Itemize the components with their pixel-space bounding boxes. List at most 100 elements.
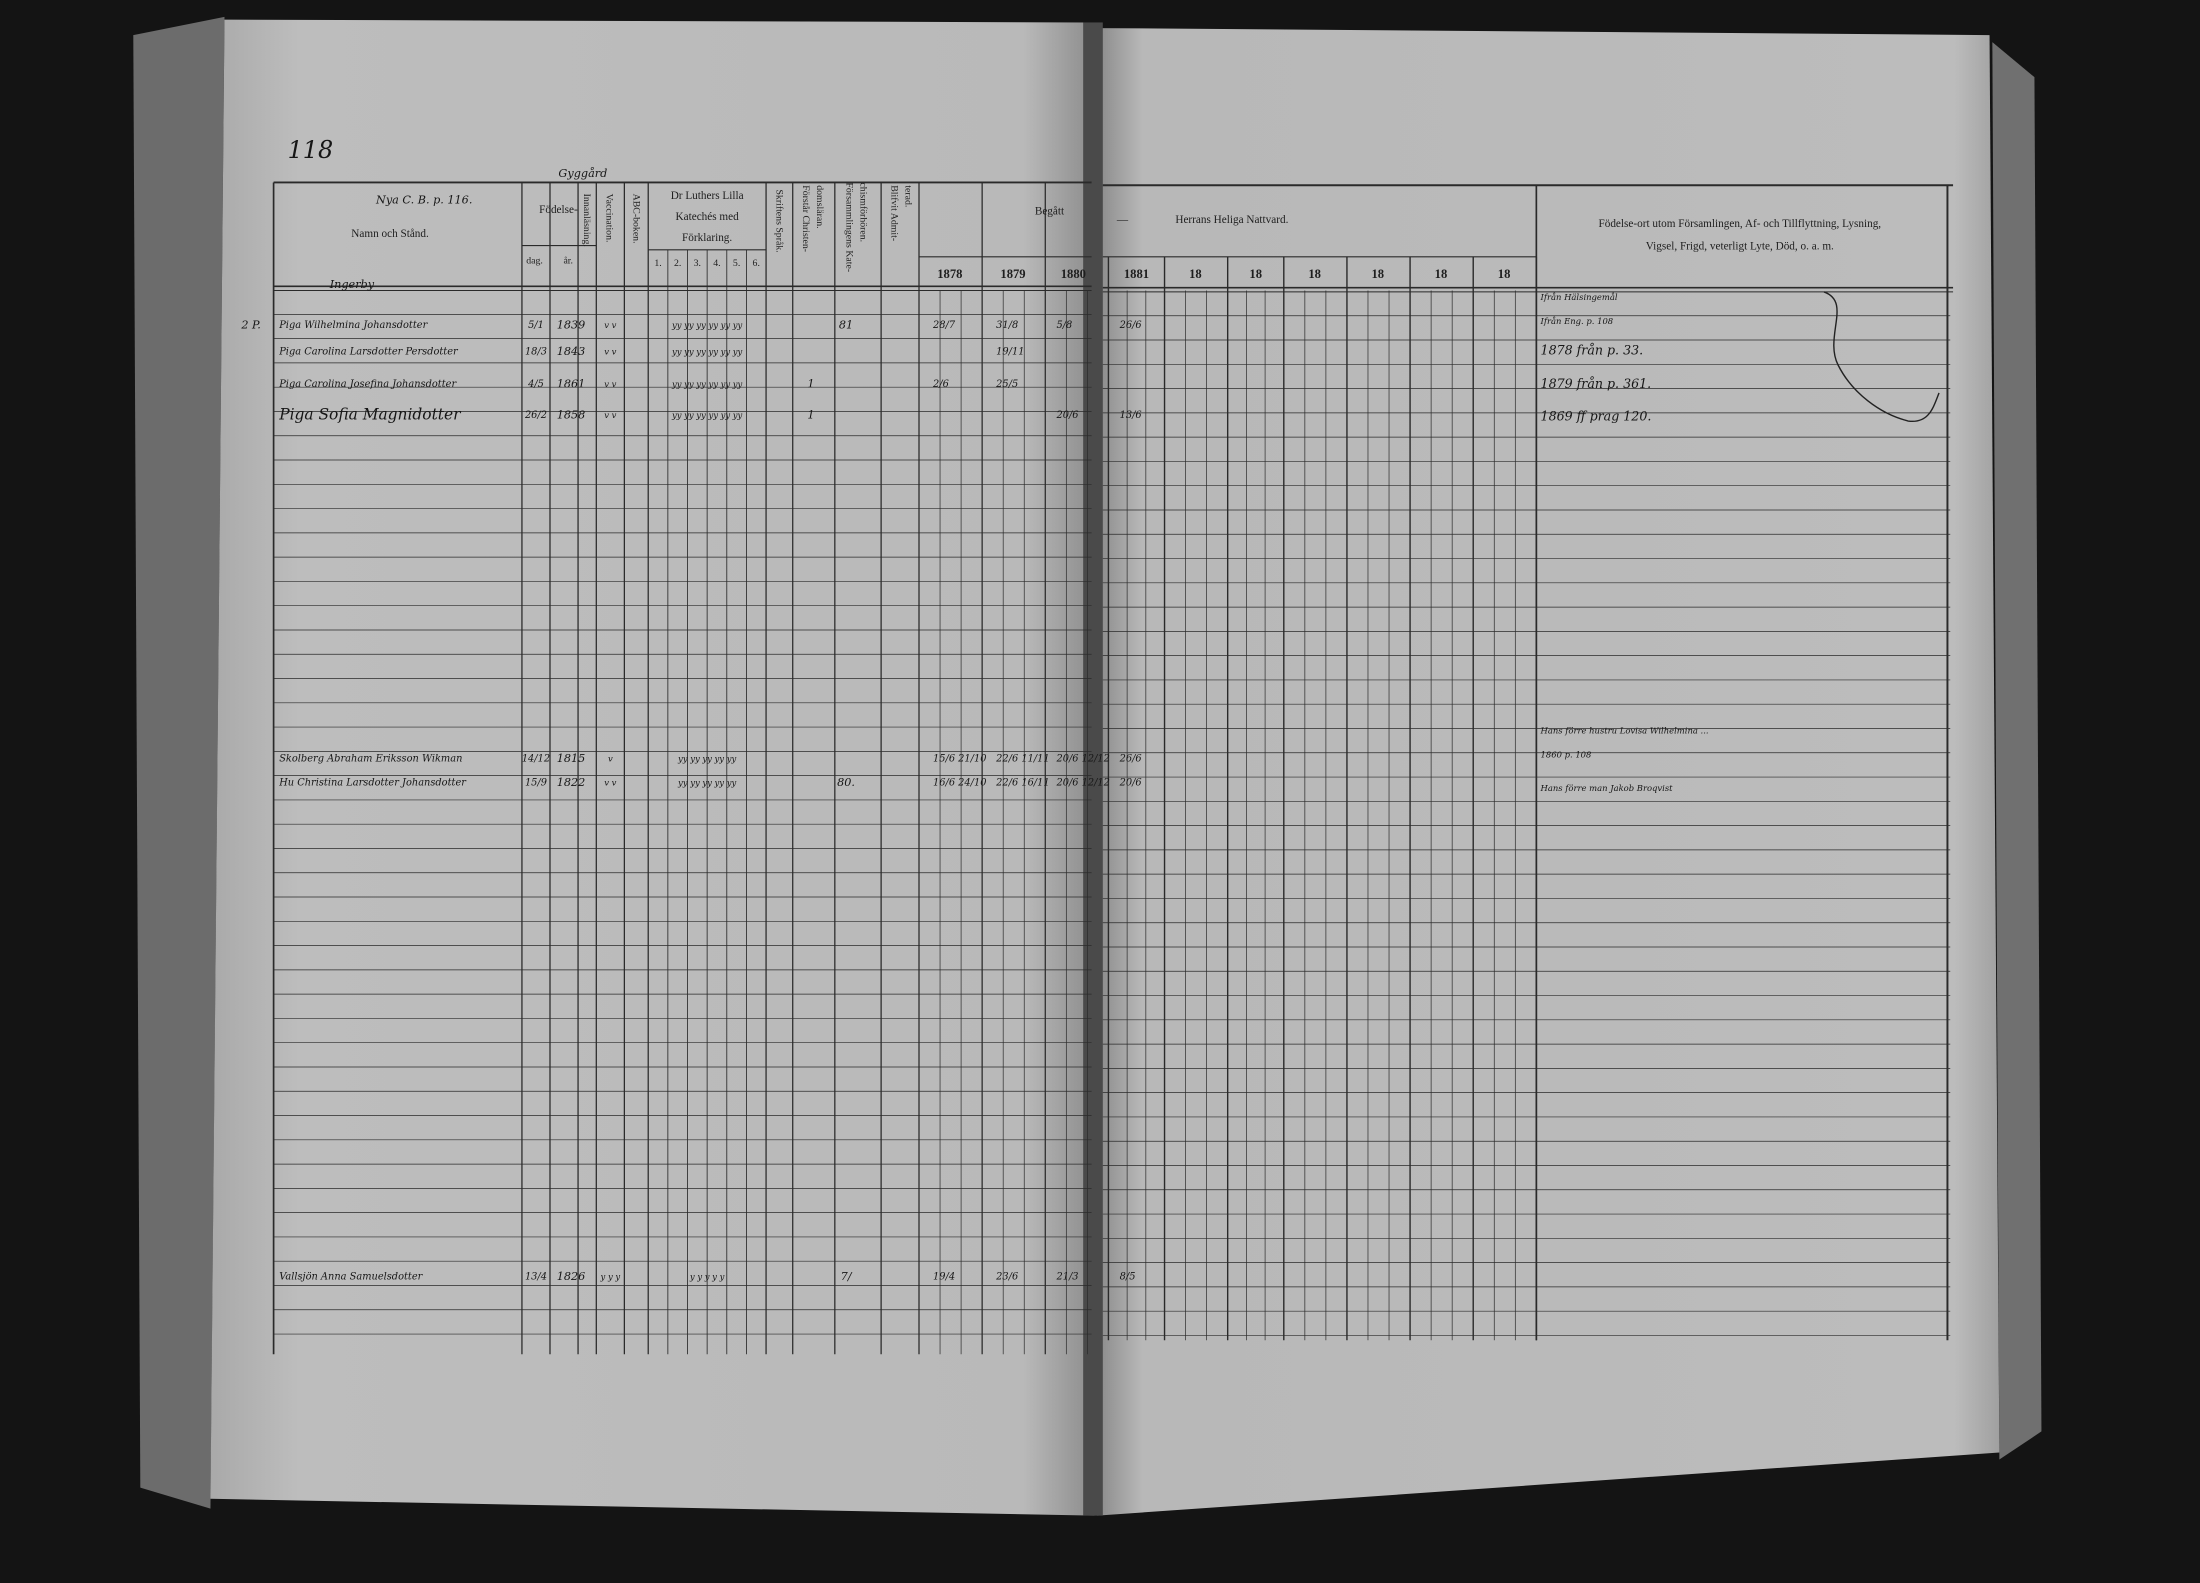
entry-communion: 2/6 bbox=[932, 379, 949, 390]
entry-name: Skolberg Abraham Eriksson Wikman bbox=[279, 754, 462, 765]
entry-marks: v bbox=[608, 754, 613, 764]
entry-communion: 13/6 bbox=[1120, 410, 1142, 421]
header: chismförhören. bbox=[858, 182, 869, 242]
header: Skriftens Språk. bbox=[773, 189, 784, 252]
remark: 1860 p. 108 bbox=[1541, 750, 1592, 760]
entry-year: 1815 bbox=[557, 752, 586, 765]
year-header: 1878 bbox=[937, 267, 962, 281]
header: Innanläsning. bbox=[581, 194, 592, 247]
header: Herrans Heliga Nattvard. bbox=[1175, 214, 1288, 226]
place-note: Gyggård bbox=[558, 167, 607, 180]
entry-communion: 20/6 bbox=[1119, 778, 1142, 789]
remark: Hans förre man Jakob Broqvist bbox=[1540, 783, 1674, 793]
entry-day: 13/4 bbox=[525, 1272, 547, 1283]
right-page bbox=[1097, 28, 2000, 1516]
entry-catechism: yy yy yy yy yy yy bbox=[671, 347, 743, 357]
header-note: Nya C. B. p. 116. bbox=[375, 194, 472, 207]
entry-day: 26/2 bbox=[524, 410, 547, 421]
entry-year: 1839 bbox=[557, 319, 586, 332]
entry-day: 18/3 bbox=[525, 347, 547, 358]
entry-day: 15/9 bbox=[525, 778, 547, 789]
entry-communion: 19/4 bbox=[933, 1272, 955, 1283]
header: 2. bbox=[674, 258, 681, 269]
entry-communion: 22/6 16/11 bbox=[995, 778, 1049, 789]
entry-marks: v v bbox=[604, 347, 616, 357]
entry-day: 5/1 bbox=[528, 320, 544, 331]
remark: 1869 ff prag 120. bbox=[1541, 408, 1652, 423]
entry-communion: 20/6 12/12 bbox=[1056, 754, 1110, 765]
entry-communion: 5/8 bbox=[1057, 320, 1073, 331]
year-header: 18 bbox=[1498, 267, 1511, 281]
header: 4. bbox=[713, 258, 720, 269]
entry-catechism: y y y y y bbox=[689, 1272, 725, 1282]
page-number: 118 bbox=[288, 136, 334, 164]
remark: Ifrån Hälsingemål bbox=[1540, 291, 1618, 302]
entry-day: 4/5 bbox=[527, 379, 544, 390]
header: 6. bbox=[753, 258, 760, 269]
entry-catechism: yy yy yy yy yy yy bbox=[671, 320, 743, 330]
entry-communion: 25/5 bbox=[995, 379, 1018, 390]
scribble bbox=[1823, 291, 1940, 422]
header: ABC-boken. bbox=[630, 194, 641, 244]
header: Begått bbox=[1035, 205, 1065, 217]
page-edges bbox=[133, 16, 225, 1509]
year-header: 1881 bbox=[1124, 267, 1149, 281]
header: — bbox=[1116, 214, 1129, 226]
entry-christianity: 1 bbox=[807, 378, 814, 391]
entry-catechism: yy yy yy yy yy yy bbox=[671, 379, 743, 389]
page-edges bbox=[1992, 42, 2042, 1460]
header: dag. bbox=[526, 255, 543, 266]
entry-communion: 22/6 11/11 bbox=[995, 754, 1049, 765]
entry-year: 1861 bbox=[557, 378, 586, 391]
header: Dr Luthers Lilla bbox=[671, 190, 744, 202]
entry-hearings: 7/ bbox=[841, 1270, 853, 1283]
entry-hearings: 81 bbox=[839, 319, 853, 332]
left-page bbox=[210, 19, 1095, 1516]
entry-communion: 15/6 21/10 bbox=[933, 754, 986, 765]
year-header: 1879 bbox=[1000, 267, 1025, 281]
year-header: 18 bbox=[1435, 267, 1448, 281]
header: år. bbox=[563, 255, 573, 266]
entry-name: Piga Carolina Larsdotter Persdotter bbox=[278, 347, 459, 358]
header: 3. bbox=[694, 258, 701, 269]
entry-name: Piga Sofia Magnidotter bbox=[278, 405, 462, 423]
remark: Hans förre hustru Lovisa Wilhelmina ... bbox=[1540, 726, 1709, 736]
header: 5. bbox=[733, 258, 740, 269]
entry-communion: 16/6 24/10 bbox=[933, 778, 986, 789]
header: Vigsel, Frigd, veterligt Lyte, Död, o. a… bbox=[1646, 241, 1834, 253]
header: Försammlingens Kate- bbox=[844, 182, 855, 272]
header: Födelse- bbox=[539, 204, 578, 216]
header: Namn och Stånd. bbox=[351, 228, 429, 240]
entry-name: Hu Christina Larsdotter Johansdotter bbox=[278, 778, 467, 789]
entry-marks: v v bbox=[604, 379, 616, 389]
header: domsläran. bbox=[814, 185, 825, 228]
entry-communion: 26/6 bbox=[1119, 754, 1142, 765]
entry-day: 14/12 bbox=[522, 754, 550, 765]
entry-marks: v v bbox=[604, 320, 616, 330]
entry-communion: 31/8 bbox=[996, 320, 1018, 331]
texts: 118 Nya C. B. p. 116. Gyggård Namn och S… bbox=[240, 136, 1940, 1283]
margin-note: 2 P. bbox=[240, 319, 261, 332]
entry-marks: v v bbox=[604, 410, 616, 420]
remark: Ifrån Eng. p. 108 bbox=[1540, 315, 1614, 326]
entry-communion: 28/7 bbox=[932, 320, 956, 331]
year-header: 18 bbox=[1249, 267, 1262, 281]
entry-communion: 19/11 bbox=[996, 347, 1024, 358]
entry-christianity: 1 bbox=[807, 408, 814, 421]
header: Vaccination. bbox=[604, 194, 615, 243]
header: 1. bbox=[654, 258, 661, 269]
entry-communion: 21/3 bbox=[1056, 1272, 1079, 1283]
entry-year: 1826 bbox=[557, 1270, 586, 1283]
entry-communion: 20/6 12/12 bbox=[1056, 778, 1110, 789]
entry-hearings: 80. bbox=[837, 776, 855, 789]
header: terad. bbox=[903, 185, 914, 207]
entry-communion: 23/6 bbox=[995, 1272, 1018, 1283]
header: Förstår Christen- bbox=[800, 185, 811, 252]
entry-name: Vallsjön Anna Samuelsdotter bbox=[279, 1272, 423, 1283]
year-header: 18 bbox=[1189, 267, 1202, 281]
entry-name: Piga Wilhelmina Johansdotter bbox=[278, 320, 428, 331]
entry-communion: 20/6 bbox=[1056, 410, 1079, 421]
